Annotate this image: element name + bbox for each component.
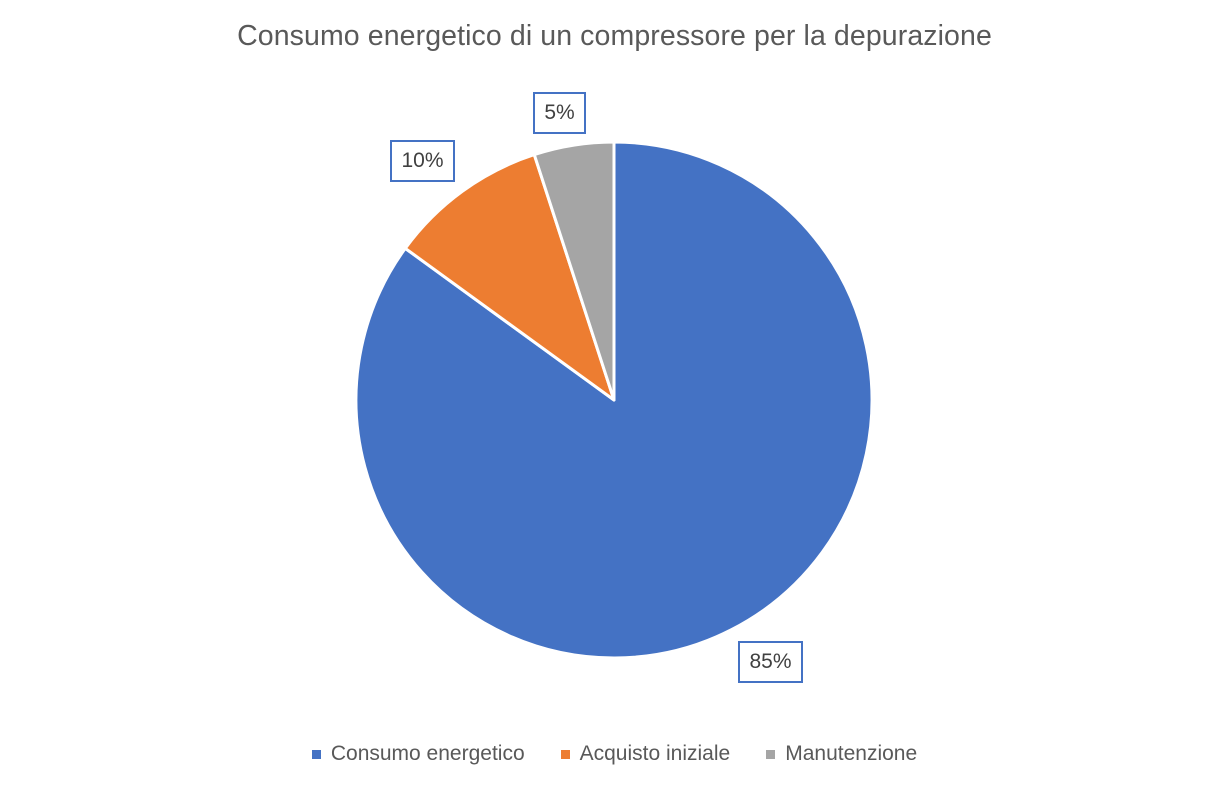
data-label-manutenzione: 5% [533,92,586,134]
slice-manutenzione [532,140,616,402]
chart-title: Consumo energetico di un compressore per… [237,20,992,52]
legend-swatch-gray-icon [766,749,776,759]
slice-acquisto-iniziale [403,153,616,402]
legend-label: Consumo energetico [330,742,525,765]
legend-item-manutenzione: Manutenzione [766,742,917,766]
legend-label: Manutenzione [785,742,918,765]
legend-item-consumo-energetico: Consumo energetico [311,742,525,766]
legend: Consumo energetico Acquisto iniziale Man… [0,742,1229,766]
data-label-consumo-energetico: 85% [738,641,803,683]
legend-swatch-orange-icon [560,749,570,759]
legend-item-acquisto-iniziale: Acquisto iniziale [560,742,731,766]
slice-consumo-energetico [354,140,874,660]
legend-label: Acquisto iniziale [579,742,731,765]
data-label-acquisto-iniziale: 10% [390,140,455,182]
legend-swatch-blue-icon [311,749,321,759]
pie-slices [354,140,874,660]
